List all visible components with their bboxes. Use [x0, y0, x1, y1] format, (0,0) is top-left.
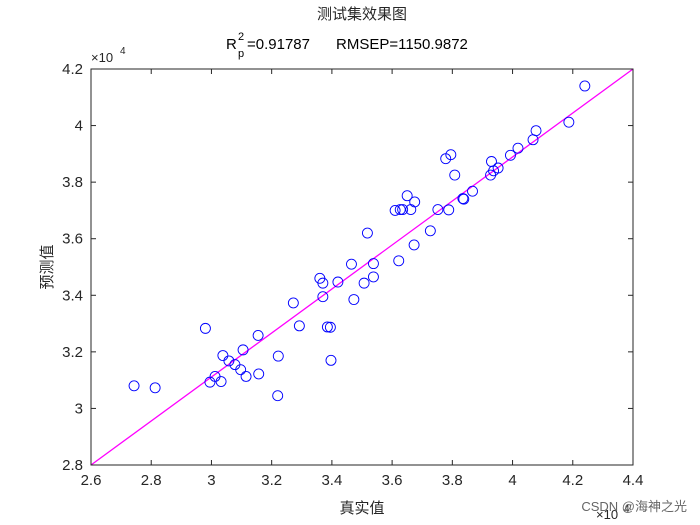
- r-superscript: 2: [238, 31, 244, 43]
- x-tick-label: 3.4: [321, 472, 342, 489]
- reference-line-layer: [90, 68, 634, 466]
- y-axis-label: 预测值: [38, 244, 56, 289]
- y-tick-label: 3.8: [62, 174, 83, 191]
- data-point: [325, 354, 337, 366]
- data-point: [458, 193, 470, 205]
- y-exponent-power: 4: [120, 46, 126, 57]
- data-point: [272, 390, 284, 402]
- data-point: [457, 193, 469, 204]
- data-point: [252, 330, 264, 341]
- data-point: [272, 350, 284, 362]
- data-point: [512, 142, 524, 154]
- data-point: [394, 204, 406, 216]
- y-tick-label: 3.4: [62, 287, 83, 304]
- x-tick-label: 3.6: [382, 472, 403, 489]
- data-point: [223, 355, 235, 367]
- data-point: [389, 204, 401, 216]
- y-tick-label: 3.2: [62, 344, 83, 361]
- data-point: [358, 277, 370, 289]
- x-axis-label: 真实值: [339, 499, 384, 517]
- y-exponent-base: ×10: [91, 50, 113, 65]
- r-symbol: R: [226, 36, 237, 53]
- x-exponent-base: ×10: [596, 507, 618, 522]
- r-subscript: p: [238, 48, 244, 60]
- data-point: [149, 382, 161, 394]
- data-point: [215, 376, 227, 388]
- data-point: [240, 371, 252, 382]
- data-point: [253, 368, 265, 380]
- data-point: [397, 204, 409, 216]
- data-point: [393, 255, 405, 267]
- chart-subtitle: R: [226, 36, 237, 53]
- data-point: [432, 204, 444, 216]
- y-tick-label: 3.6: [62, 231, 83, 248]
- x-tick-label: 2.6: [81, 472, 102, 489]
- data-point: [332, 276, 344, 288]
- data-point: [530, 125, 542, 137]
- data-point: [504, 149, 516, 161]
- data-point: [321, 321, 333, 333]
- data-point: [199, 322, 211, 334]
- data-point: [293, 320, 305, 332]
- x-tick-label: 4: [508, 472, 516, 489]
- data-point: [317, 291, 329, 303]
- data-point: [324, 321, 336, 333]
- x-tick-label: 3.2: [261, 472, 282, 489]
- data-point: [563, 116, 575, 128]
- data-point: [401, 190, 413, 202]
- rmsep-value: RMSEP=1150.9872: [336, 36, 468, 53]
- data-point: [346, 258, 357, 270]
- data-point: [237, 344, 249, 356]
- y-tick-label: 2.8: [62, 457, 83, 474]
- chart-title: 测试集效果图: [317, 5, 407, 23]
- data-point: [579, 80, 591, 92]
- reference-line: [90, 68, 634, 466]
- data-point: [424, 225, 436, 237]
- x-tick-label: 3: [207, 472, 215, 489]
- y-axis-ticks: 2.8 3 3.2 3.4 3.6 3.8 4 4.2: [62, 61, 633, 474]
- data-point: [287, 297, 299, 309]
- x-tick-label: 2.8: [141, 472, 162, 489]
- data-point: [492, 162, 504, 174]
- data-point: [128, 380, 140, 392]
- axes-box: [90, 68, 634, 466]
- data-point: [449, 169, 461, 181]
- watermark: CSDN @海神之光: [581, 499, 687, 514]
- x-exponent-power: 4: [624, 504, 630, 515]
- y-tick-label: 4: [75, 118, 83, 135]
- data-point: [445, 149, 457, 161]
- r-value: =0.91787: [247, 36, 310, 53]
- scatter-points: [128, 80, 591, 402]
- x-tick-label: 4.4: [623, 472, 644, 489]
- data-point: [409, 196, 421, 208]
- x-tick-label: 4.2: [562, 472, 583, 489]
- x-axis-ticks: 2.6 2.8 3 3.2 3.4 3.6 3.8 4 4.2 4.4: [81, 69, 644, 489]
- data-point: [348, 294, 360, 305]
- x-tick-label: 3.8: [442, 472, 463, 489]
- y-tick-label: 4.2: [62, 61, 83, 78]
- y-tick-label: 3: [75, 400, 83, 417]
- data-point: [235, 364, 247, 376]
- data-point: [408, 239, 420, 251]
- data-point: [467, 185, 478, 197]
- data-point: [217, 350, 229, 361]
- data-point: [361, 227, 373, 239]
- data-point: [367, 271, 379, 283]
- data-point: [317, 277, 329, 289]
- data-point: [367, 258, 379, 270]
- data-point: [443, 204, 455, 216]
